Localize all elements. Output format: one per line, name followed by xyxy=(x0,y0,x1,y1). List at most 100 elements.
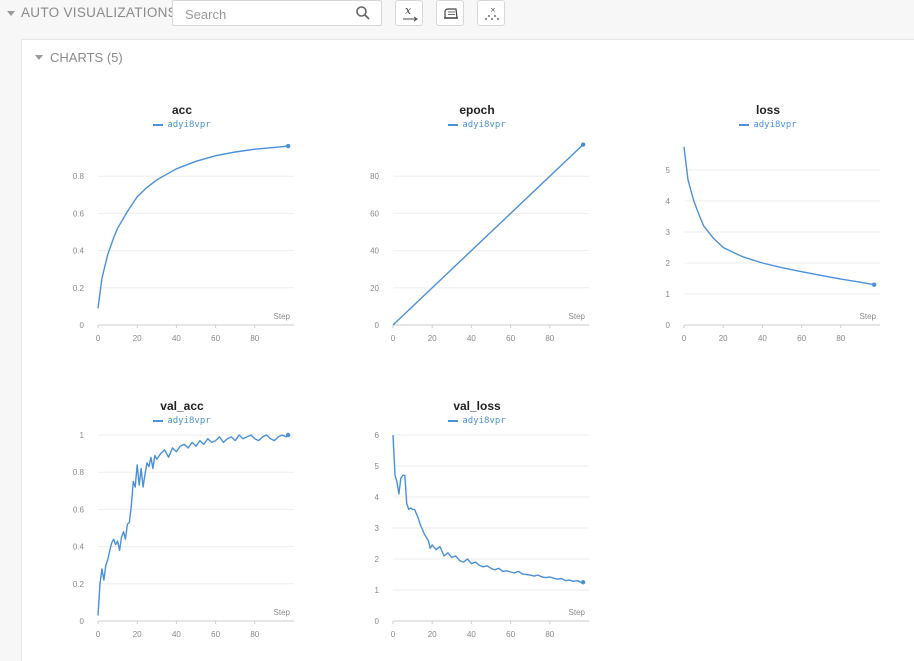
y-tick-label: 6 xyxy=(375,431,380,440)
x-tick-label: 80 xyxy=(545,334,554,343)
y-tick-label: 0.2 xyxy=(73,284,85,293)
series-line xyxy=(392,434,584,584)
x-tick-label: 0 xyxy=(96,630,101,639)
chart-epoch[interactable]: epoch adyi8vpr 0 20 40 60 80 0 20 40 60 80 Step xyxy=(357,103,597,353)
chart-legend[interactable]: adyi8vpr xyxy=(62,120,302,130)
chart-plot: 0 1 2 3 4 5 0 20 40 60 80 Step xyxy=(666,146,880,343)
x-axis-label: Step xyxy=(569,608,586,617)
svg-text:x: x xyxy=(405,4,412,17)
chart-legend[interactable]: adyi8vpr xyxy=(648,120,888,130)
chart-title: epoch xyxy=(459,103,495,117)
x-tick-label: 40 xyxy=(758,334,767,343)
legend-line-swatch xyxy=(448,419,459,422)
y-tick-label: 2 xyxy=(666,259,671,268)
chart-legend[interactable]: adyi8vpr xyxy=(62,416,302,426)
outliers-button[interactable]: × xyxy=(477,0,505,26)
y-tick-label: 1 xyxy=(375,586,380,595)
legend-line-swatch xyxy=(153,419,164,422)
series-end-point xyxy=(871,282,877,287)
x-tick-label: 20 xyxy=(428,334,437,343)
y-tick-label: 2 xyxy=(375,555,380,564)
section-title[interactable]: AUTO VISUALIZATIONS xyxy=(21,5,177,20)
chart-legend[interactable]: adyi8vpr xyxy=(357,120,597,130)
series-line xyxy=(97,145,289,309)
chart-title: val_loss xyxy=(453,399,501,413)
x-axis-label: Step xyxy=(274,312,291,321)
x-tick-label: 60 xyxy=(797,334,806,343)
collapse-caret-icon[interactable] xyxy=(7,11,15,16)
legend-label: adyi8vpr xyxy=(167,120,211,130)
x-tick-label: 40 xyxy=(172,334,181,343)
legend-line-swatch xyxy=(739,123,750,126)
chart-legend[interactable]: adyi8vpr xyxy=(357,416,597,426)
y-tick-label: 4 xyxy=(375,493,380,502)
chart-val-acc[interactable]: val_acc adyi8vpr 0 0.2 0.4 0.6 0.8 1 0 20 40 60 80 St… xyxy=(62,399,302,649)
x-tick-label: 80 xyxy=(250,334,259,343)
x-tick-label: 40 xyxy=(172,630,181,639)
series-end-point xyxy=(285,432,291,438)
y-tick-label: 4 xyxy=(666,197,671,206)
chart-acc[interactable]: acc adyi8vpr 0 0.2 0.4 0.6 0.8 0 20 40 60 80 Step xyxy=(62,103,302,353)
y-tick-label: 0.4 xyxy=(73,543,85,552)
y-tick-label: 0.4 xyxy=(73,247,85,256)
y-tick-label: 20 xyxy=(370,284,379,293)
y-tick-label: 3 xyxy=(375,524,380,533)
x-tick-label: 60 xyxy=(506,630,515,639)
series-line xyxy=(97,434,289,616)
chart-plot: 0 20 40 60 80 0 20 40 60 80 Step xyxy=(370,142,589,343)
x-tick-label: 20 xyxy=(428,630,437,639)
y-tick-label: 1 xyxy=(666,290,671,299)
x-axis-icon: x xyxy=(403,4,418,22)
x-tick-label: 20 xyxy=(133,334,142,343)
series-line xyxy=(392,144,584,326)
chart-title: val_acc xyxy=(160,399,204,413)
y-tick-label: 60 xyxy=(370,209,379,218)
series-end-point xyxy=(580,142,586,147)
y-tick-label: 0 xyxy=(375,321,380,330)
search-input[interactable] xyxy=(183,4,347,24)
x-tick-label: 0 xyxy=(682,334,687,343)
y-tick-label: 0 xyxy=(666,321,671,330)
smoothing-button[interactable] xyxy=(436,0,464,26)
x-tick-label: 40 xyxy=(467,630,476,639)
legend-label: adyi8vpr xyxy=(753,120,797,130)
x-axis-button[interactable]: x xyxy=(395,0,423,26)
x-tick-label: 80 xyxy=(250,630,259,639)
x-tick-label: 0 xyxy=(391,334,396,343)
x-tick-label: 20 xyxy=(133,630,142,639)
search-icon[interactable] xyxy=(355,5,371,21)
y-tick-label: 0 xyxy=(80,321,85,330)
x-tick-label: 0 xyxy=(391,630,396,639)
y-tick-label: 40 xyxy=(370,247,379,256)
chart-plot: 0 0.2 0.4 0.6 0.8 0 20 40 60 80 Step xyxy=(73,143,294,343)
y-tick-label: 0 xyxy=(375,617,380,626)
y-tick-label: 80 xyxy=(370,172,379,181)
legend-line-swatch xyxy=(153,123,164,126)
x-tick-label: 80 xyxy=(836,334,845,343)
y-tick-label: 0.8 xyxy=(73,172,85,181)
y-tick-label: 0.8 xyxy=(73,468,85,477)
y-tick-label: 0 xyxy=(80,617,85,626)
x-tick-label: 0 xyxy=(96,334,101,343)
y-tick-label: 0.6 xyxy=(73,505,85,514)
x-tick-label: 40 xyxy=(467,334,476,343)
series-line xyxy=(683,146,875,286)
charts-panel-title[interactable]: CHARTS (5) xyxy=(50,50,123,65)
chart-val-loss[interactable]: val_loss adyi8vpr 0 1 2 3 4 5 6 0 20 40 60 80 Step xyxy=(357,399,597,649)
charts-panel xyxy=(21,39,914,661)
charts-collapse-caret-icon[interactable] xyxy=(35,55,43,60)
x-tick-label: 20 xyxy=(719,334,728,343)
legend-label: adyi8vpr xyxy=(462,416,506,426)
x-tick-label: 60 xyxy=(211,334,220,343)
chart-title: acc xyxy=(171,103,193,117)
x-tick-label: 60 xyxy=(506,334,515,343)
series-end-point xyxy=(285,143,291,149)
series-end-point xyxy=(580,580,586,585)
y-tick-label: 5 xyxy=(666,166,671,175)
y-tick-label: 1 xyxy=(80,431,85,440)
legend-label: adyi8vpr xyxy=(462,120,506,130)
search-box[interactable] xyxy=(172,0,382,26)
y-tick-label: 0.2 xyxy=(73,580,85,589)
chart-loss[interactable]: loss adyi8vpr 0 1 2 3 4 5 0 20 40 60 80 Step xyxy=(648,103,888,353)
